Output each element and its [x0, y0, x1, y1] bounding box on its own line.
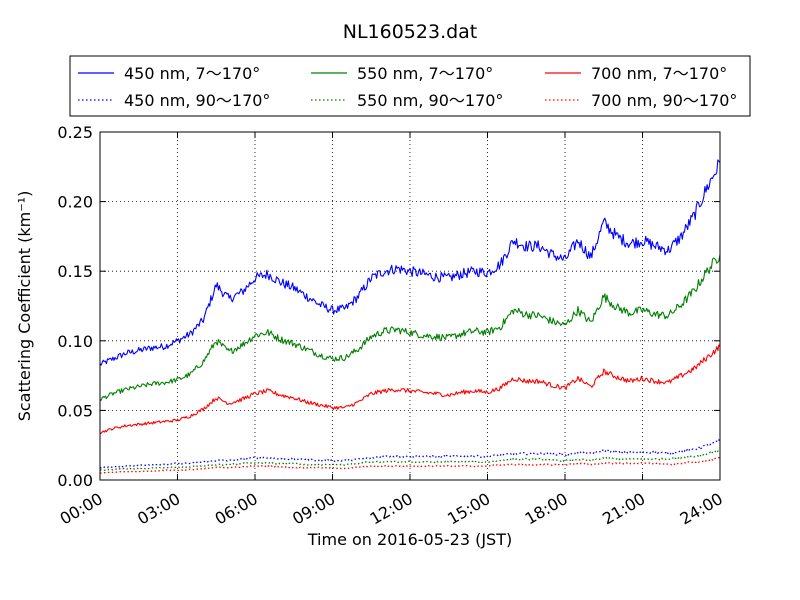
y-tick-label: 0.10: [57, 332, 93, 351]
y-axis-ticks: 0.00 0.05 0.10 0.15 0.20 0.25: [57, 123, 720, 490]
series-line-6: [99, 456, 720, 474]
series-line-1: [99, 159, 721, 366]
y-tick-label: 0.25: [57, 123, 93, 142]
series-line-4: [99, 439, 721, 469]
series-line-3: [99, 344, 721, 435]
legend-label: 700 nm, 90～170°: [591, 91, 737, 110]
y-tick-label: 0.00: [57, 471, 93, 490]
legend-frame: [69, 55, 751, 117]
legend-label: 550 nm, 90～170°: [357, 91, 503, 110]
grid: [100, 132, 720, 480]
chart-title: NL160523.dat: [343, 21, 478, 43]
legend-label: 450 nm, 90～170°: [124, 91, 270, 110]
legend: 450 nm, 7～170° 550 nm, 7～170° 700 nm, 7～17…: [69, 55, 751, 117]
y-tick-label: 0.20: [57, 193, 93, 212]
series-line-2: [99, 254, 721, 401]
y-axis-label: Scattering Coefficient (km⁻¹): [15, 191, 34, 422]
legend-label: 450 nm, 7～170°: [124, 64, 260, 83]
legend-label: 700 nm, 7～170°: [591, 64, 727, 83]
legend-label: 550 nm, 7～170°: [357, 64, 493, 83]
y-tick-label: 0.05: [57, 401, 93, 420]
y-tick-label: 0.15: [57, 262, 93, 281]
series-group: [99, 159, 721, 474]
x-axis-label: Time on 2016-05-23 (JST): [307, 530, 512, 549]
series-line-5: [99, 449, 721, 471]
